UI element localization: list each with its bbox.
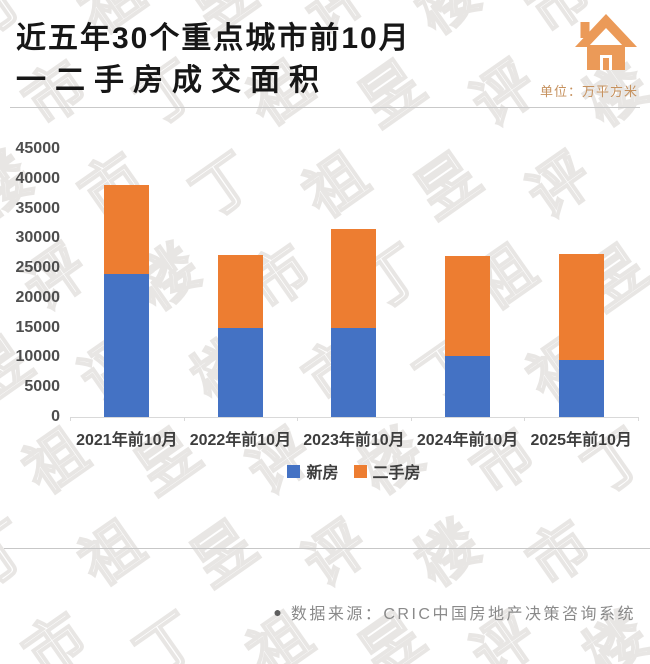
y-tick-label: 35000 xyxy=(15,199,61,217)
y-tick-label: 10000 xyxy=(15,348,61,366)
x-axis-tick xyxy=(524,417,526,421)
y-tick-label: 5000 xyxy=(24,378,60,396)
y-tick-label: 30000 xyxy=(15,229,61,247)
bar-slot-2024年前10月 xyxy=(411,149,525,417)
x-axis-label: 2021年前10月 xyxy=(76,432,178,449)
bar-segment-新房-2025年前10月 xyxy=(558,360,604,417)
legend-label: 新房 xyxy=(306,465,339,482)
plot-area xyxy=(70,149,639,421)
bar-segment-二手房-2023年前10月 xyxy=(331,228,377,329)
legend-swatch-icon xyxy=(353,464,367,478)
bar-slot-2021年前10月 xyxy=(70,149,184,417)
x-axis-tick xyxy=(410,417,412,421)
page-title: 近五年30个重点城市前10月 一二手房成交面积 xyxy=(16,20,411,100)
x-axis-label: 2024年前10月 xyxy=(416,432,519,449)
stacked-bar-2022年前10月 xyxy=(217,149,263,417)
y-tick-label: 15000 xyxy=(15,318,61,336)
stacked-bar-2021年前10月 xyxy=(104,149,150,417)
x-axis-labels: 2021年前10月 2022年前10月 2023年前10月 2024年前10月 2025… xyxy=(70,426,638,450)
x-axis-label: 2022年前10月 xyxy=(189,432,292,449)
x-axis-tick xyxy=(70,417,71,421)
bar-slot-2025年前10月 xyxy=(524,149,638,417)
title-line-1: 近五年30个重点城市前10月 xyxy=(16,22,411,55)
x-axis-label: 2025年前10月 xyxy=(530,432,632,449)
bullet-icon: ● xyxy=(273,604,282,620)
stacked-bar-2025年前10月 xyxy=(558,149,604,417)
header-divider xyxy=(10,107,640,108)
bar-slot-2022年前10月 xyxy=(184,149,298,417)
y-tick-label: 0 xyxy=(51,408,60,425)
x-axis-tick xyxy=(183,417,185,421)
legend-item-二手房: 二手房 xyxy=(353,459,421,483)
bar-segment-二手房-2021年前10月 xyxy=(104,184,150,275)
legend-item-新房: 新房 xyxy=(287,459,339,483)
y-tick-label: 25000 xyxy=(15,259,61,277)
legend-swatch-icon xyxy=(287,464,301,478)
footer-divider xyxy=(4,548,650,549)
x-axis-tick xyxy=(297,417,299,421)
chart-legend: 新房 二手房 xyxy=(70,459,638,483)
bar-segment-二手房-2024年前10月 xyxy=(445,255,491,357)
y-axis: 45000 40000 35000 30000 25000 20000 15000 10000… xyxy=(0,140,61,425)
bar-segment-新房-2023年前10月 xyxy=(331,328,377,417)
bar-segment-新房-2022年前10月 xyxy=(217,328,263,417)
title-line-2: 一二手房成交面积 xyxy=(16,64,328,97)
legend-label: 二手房 xyxy=(372,465,421,482)
bar-segment-二手房-2025年前10月 xyxy=(558,254,604,361)
bar-segment-新房-2024年前10月 xyxy=(445,356,491,417)
bar-segment-二手房-2022年前10月 xyxy=(217,255,263,329)
data-source-text: 数据来源：CRIC中国房地产决策咨询系统 xyxy=(290,606,636,623)
stacked-bar-2024年前10月 xyxy=(445,149,491,417)
stacked-bar-2023年前10月 xyxy=(331,149,377,417)
bar-segment-新房-2021年前10月 xyxy=(104,274,150,417)
y-tick-label: 40000 xyxy=(15,169,61,187)
y-tick-label: 45000 xyxy=(15,140,61,157)
house-logo-icon xyxy=(575,14,637,70)
bar-slot-2023年前10月 xyxy=(297,149,411,417)
y-tick-label: 20000 xyxy=(15,288,61,306)
x-axis-label: 2023年前10月 xyxy=(303,432,405,449)
x-axis-tick xyxy=(638,417,639,421)
unit-label: 单位：万平方米 xyxy=(539,84,638,99)
data-source-line: ● 数据来源：CRIC中国房地产决策咨询系统 xyxy=(273,600,636,624)
